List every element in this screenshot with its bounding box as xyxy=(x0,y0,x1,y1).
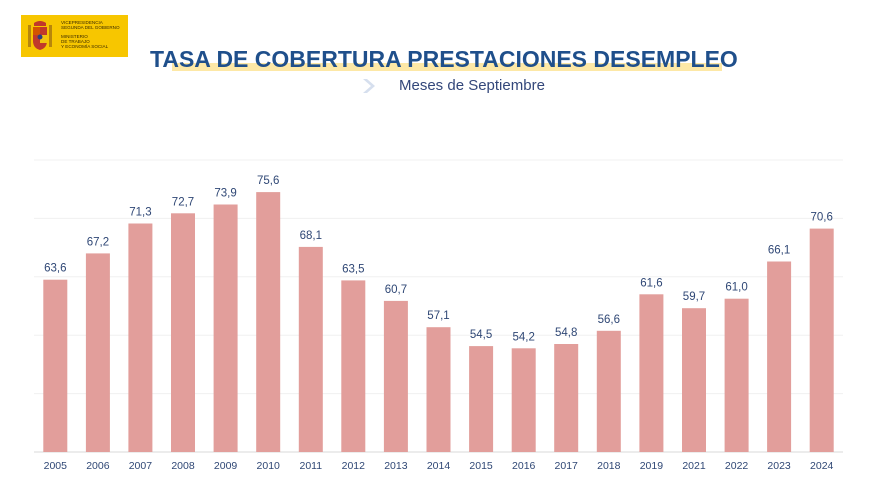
x-tick-2011: 2011 xyxy=(300,460,323,472)
data-label-2022: 61,0 xyxy=(725,282,747,294)
bar-2018 xyxy=(596,330,621,452)
x-tick-2022: 2022 xyxy=(725,460,749,472)
bar-2013 xyxy=(383,300,408,452)
logo-line-2: Ministerio de Trabajo y Economía Social xyxy=(61,34,109,50)
data-label-2009: 73,9 xyxy=(214,188,236,200)
data-label-2015: 54,5 xyxy=(470,329,492,341)
x-tick-2019: 2019 xyxy=(640,460,664,472)
x-tick-2017: 2017 xyxy=(555,460,579,472)
data-label-2019: 61,6 xyxy=(640,277,662,289)
x-tick-2012: 2012 xyxy=(342,460,366,472)
x-tick-2016: 2016 xyxy=(512,460,536,472)
bar-2015 xyxy=(469,346,494,452)
data-label-2006: 67,2 xyxy=(87,236,109,248)
bar-2024 xyxy=(809,228,834,452)
x-tick-2008: 2008 xyxy=(171,460,195,472)
x-tick-2010: 2010 xyxy=(257,460,281,472)
x-tick-2014: 2014 xyxy=(427,460,451,472)
x-tick-2007: 2007 xyxy=(129,460,153,472)
bar-2009 xyxy=(213,204,238,452)
bar-2019 xyxy=(639,294,664,452)
bar-2023 xyxy=(767,261,792,452)
x-tick-2005: 2005 xyxy=(44,460,68,472)
data-label-2010: 75,6 xyxy=(257,175,279,187)
page-subtitle: Meses de Septiembre xyxy=(399,77,545,94)
data-label-2023: 66,1 xyxy=(768,245,790,257)
x-tick-2013: 2013 xyxy=(384,460,408,472)
data-label-2014: 57,1 xyxy=(427,310,449,322)
x-tick-2024: 2024 xyxy=(810,460,834,472)
data-label-2005: 63,6 xyxy=(44,263,66,275)
bar-2011 xyxy=(298,246,323,452)
title-block: TASA DE COBERTURA PRESTACIONES DESEMPLEO xyxy=(150,46,740,78)
bar-2006 xyxy=(85,253,110,452)
x-tick-2018: 2018 xyxy=(597,460,621,472)
data-label-2013: 60,7 xyxy=(385,284,407,296)
bar-2008 xyxy=(171,213,195,452)
bar-2010 xyxy=(256,192,281,452)
bar-2021 xyxy=(682,308,706,452)
data-label-2016: 54,2 xyxy=(513,331,535,343)
page-title: TASA DE COBERTURA PRESTACIONES DESEMPLEO xyxy=(150,46,738,72)
bar-2017 xyxy=(554,344,579,452)
logo-line-1: Vicepresidencia Segunda del Gobierno xyxy=(61,20,120,31)
data-label-2012: 63,5 xyxy=(342,263,364,275)
coat-of-arms-icon xyxy=(28,21,52,50)
x-tick-2021: 2021 xyxy=(682,460,706,472)
bar-2005 xyxy=(43,279,68,452)
bar-2016 xyxy=(511,348,536,452)
data-label-2024: 70,6 xyxy=(811,212,833,224)
data-label-2008: 72,7 xyxy=(172,196,194,208)
bar-2012 xyxy=(341,280,366,452)
bar-2007 xyxy=(128,223,153,452)
data-label-2021: 59,7 xyxy=(683,291,705,303)
x-tick-2023: 2023 xyxy=(767,460,791,472)
ministry-logo: Vicepresidencia Segunda del Gobierno Min… xyxy=(21,15,128,57)
x-tick-2015: 2015 xyxy=(469,460,493,472)
data-label-2017: 54,8 xyxy=(555,327,577,339)
data-label-2011: 68,1 xyxy=(300,230,322,242)
x-tick-2006: 2006 xyxy=(86,460,110,472)
data-label-2007: 71,3 xyxy=(129,207,151,219)
chevron-right-icon xyxy=(363,79,375,93)
title-highlight xyxy=(172,63,722,71)
data-label-2018: 56,6 xyxy=(598,314,620,326)
x-tick-2009: 2009 xyxy=(214,460,238,472)
bar-2014 xyxy=(426,327,451,452)
bar-2022 xyxy=(724,298,749,452)
